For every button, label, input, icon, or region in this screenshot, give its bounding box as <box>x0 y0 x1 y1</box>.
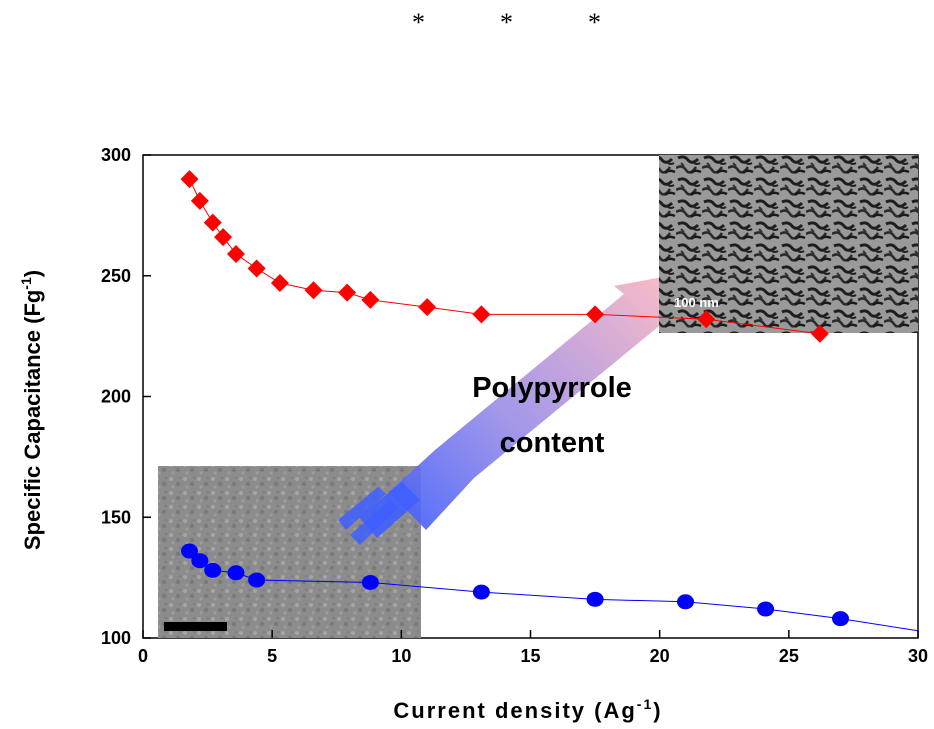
data-point <box>832 611 849 627</box>
data-point <box>586 591 604 607</box>
data-point <box>697 310 716 329</box>
y-tick-label: 150 <box>101 507 131 527</box>
data-point <box>810 324 829 343</box>
scale-bar <box>164 622 227 631</box>
data-point <box>204 562 222 578</box>
data-point <box>586 305 605 324</box>
x-tick-label: 25 <box>779 646 799 666</box>
x-tick-label: 30 <box>908 646 928 666</box>
data-point <box>190 191 209 210</box>
data-point <box>247 259 266 278</box>
data-point <box>270 273 289 292</box>
y-tick-label: 300 <box>101 145 131 165</box>
asterisk: * <box>500 8 513 37</box>
annotation-line2: content <box>500 427 605 459</box>
data-point <box>214 228 233 247</box>
data-point <box>472 305 491 324</box>
data-point <box>180 170 199 189</box>
data-point <box>677 594 694 610</box>
data-point <box>227 245 245 264</box>
data-point <box>304 281 323 300</box>
x-tick-label: 0 <box>138 646 148 666</box>
data-point <box>418 298 437 317</box>
data-point <box>338 283 357 302</box>
x-tick-label: 10 <box>391 646 411 666</box>
data-point <box>203 213 222 232</box>
asterisk: * <box>412 8 425 37</box>
x-tick-label: 20 <box>650 646 670 666</box>
asterisk-row: * * * <box>0 8 934 38</box>
data-point <box>361 574 379 590</box>
data-point <box>248 572 266 588</box>
y-tick-label: 250 <box>101 266 131 286</box>
x-tick-label: 5 <box>267 646 277 666</box>
y-axis-title: Specific Capacitance (Fg-1) <box>18 270 45 550</box>
polypyrrole-arrow <box>338 276 676 545</box>
y-tick-label: 200 <box>101 387 131 407</box>
x-tick-label: 15 <box>520 646 540 666</box>
data-point <box>191 553 209 569</box>
x-axis-title: Current density (Ag-1) <box>393 696 662 723</box>
data-point <box>757 601 775 617</box>
sem-inset-porous: 100 nm <box>659 155 918 333</box>
data-point <box>181 543 198 559</box>
data-point <box>361 290 380 309</box>
scale-label: 100 nm <box>674 295 719 310</box>
data-point <box>227 565 245 581</box>
data-point <box>472 584 490 600</box>
asterisk: * <box>588 8 601 37</box>
annotation-line1: Polypyrrole <box>472 372 632 404</box>
y-tick-label: 100 <box>101 628 131 648</box>
